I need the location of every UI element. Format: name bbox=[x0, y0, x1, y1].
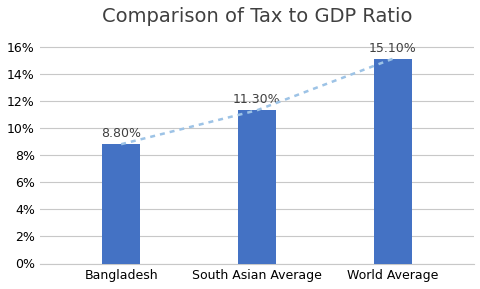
Text: 11.30%: 11.30% bbox=[233, 93, 280, 106]
Title: Comparison of Tax to GDP Ratio: Comparison of Tax to GDP Ratio bbox=[101, 7, 411, 26]
Text: 8.80%: 8.80% bbox=[101, 127, 141, 140]
Bar bbox=[238, 110, 276, 264]
Text: 15.10%: 15.10% bbox=[368, 42, 416, 55]
Bar bbox=[373, 59, 411, 264]
Bar bbox=[102, 144, 140, 264]
